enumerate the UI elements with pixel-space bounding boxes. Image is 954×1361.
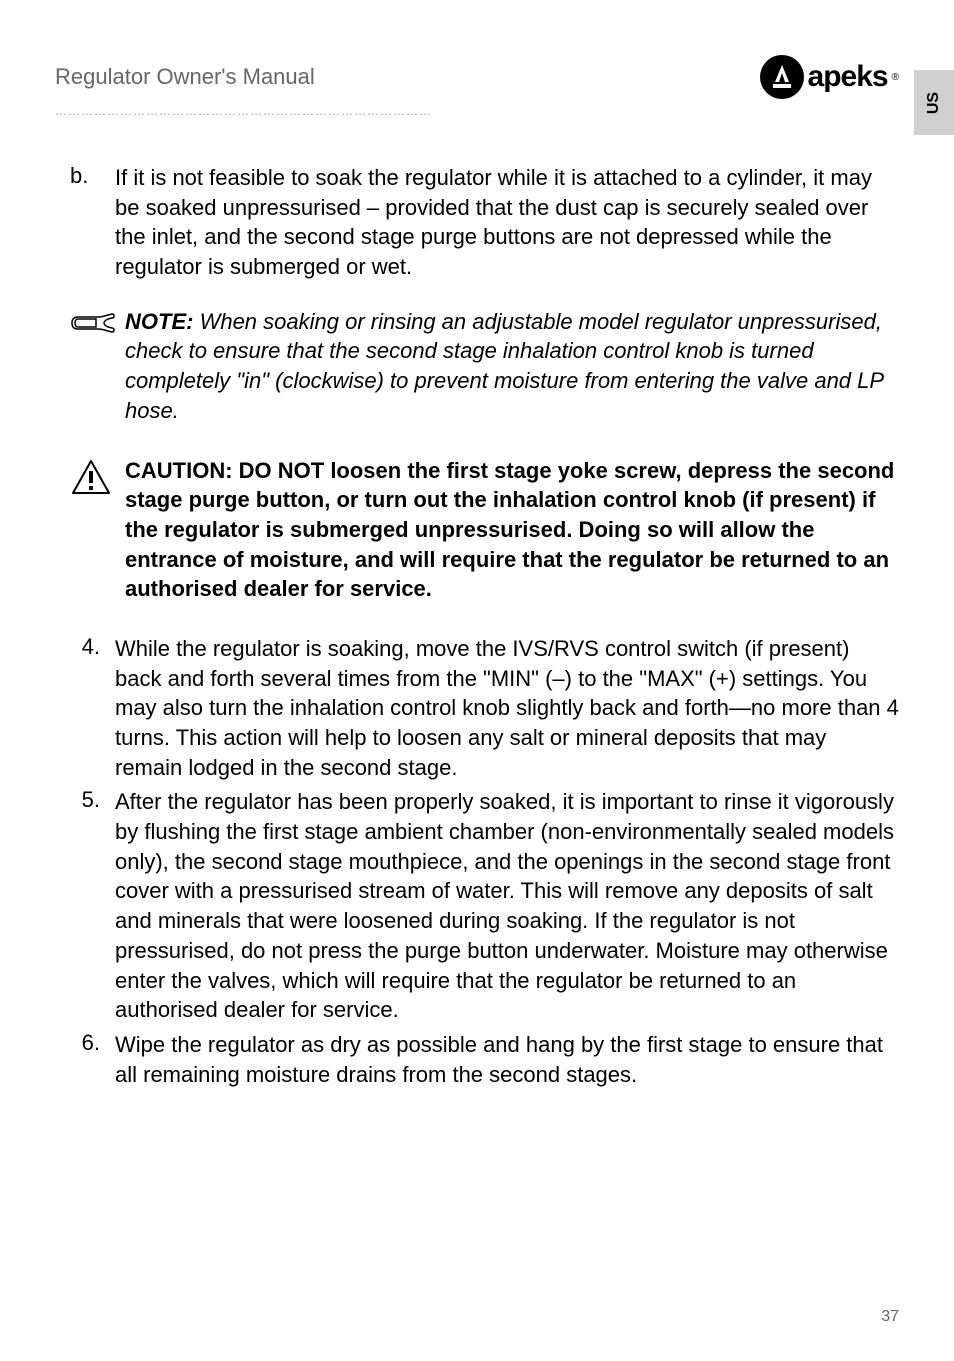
language-tab: US: [914, 70, 954, 135]
list-text: Wipe the regulator as dry as possible an…: [115, 1030, 899, 1089]
list-marker: 4.: [70, 634, 115, 782]
hand-pointing-icon: [70, 307, 125, 426]
list-item-4: 4. While the regulator is soaking, move …: [70, 634, 899, 782]
list-text: While the regulator is soaking, move the…: [115, 634, 899, 782]
page-header: Regulator Owner's Manual apeks ®: [55, 55, 899, 99]
caution-text: CAUTION: DO NOT loosen the first stage y…: [125, 456, 899, 604]
language-tab-text: US: [925, 91, 943, 113]
apeks-logo: apeks ®: [760, 55, 899, 99]
note-block: NOTE: When soaking or rinsing an adjusta…: [70, 307, 899, 426]
caution-block: CAUTION: DO NOT loosen the first stage y…: [70, 456, 899, 604]
list-marker: 6.: [70, 1030, 115, 1089]
page-number: 37: [881, 1308, 899, 1326]
list-item-6: 6. Wipe the regulator as dry as possible…: [70, 1030, 899, 1089]
list-marker: b.: [70, 163, 115, 282]
note-body: When soaking or rinsing an adjustable mo…: [125, 309, 883, 423]
note-text: NOTE: When soaking or rinsing an adjusta…: [125, 307, 899, 426]
numbered-list: 4. While the regulator is soaking, move …: [70, 634, 899, 1089]
list-marker: 5.: [70, 787, 115, 1025]
logo-icon: [760, 55, 804, 99]
list-item-5: 5. After the regulator has been properly…: [70, 787, 899, 1025]
note-label: NOTE:: [125, 309, 193, 334]
logo-text: apeks: [808, 60, 888, 94]
page-content: b. If it is not feasible to soak the reg…: [55, 163, 899, 1089]
warning-triangle-icon: [70, 456, 125, 604]
list-item-b: b. If it is not feasible to soak the reg…: [70, 163, 899, 282]
list-text: After the regulator has been properly so…: [115, 787, 899, 1025]
list-text: If it is not feasible to soak the regula…: [115, 163, 899, 282]
manual-title: Regulator Owner's Manual: [55, 64, 315, 90]
logo-registered-icon: ®: [892, 72, 899, 83]
header-divider: ……………………………………………………………………………: [55, 104, 899, 118]
